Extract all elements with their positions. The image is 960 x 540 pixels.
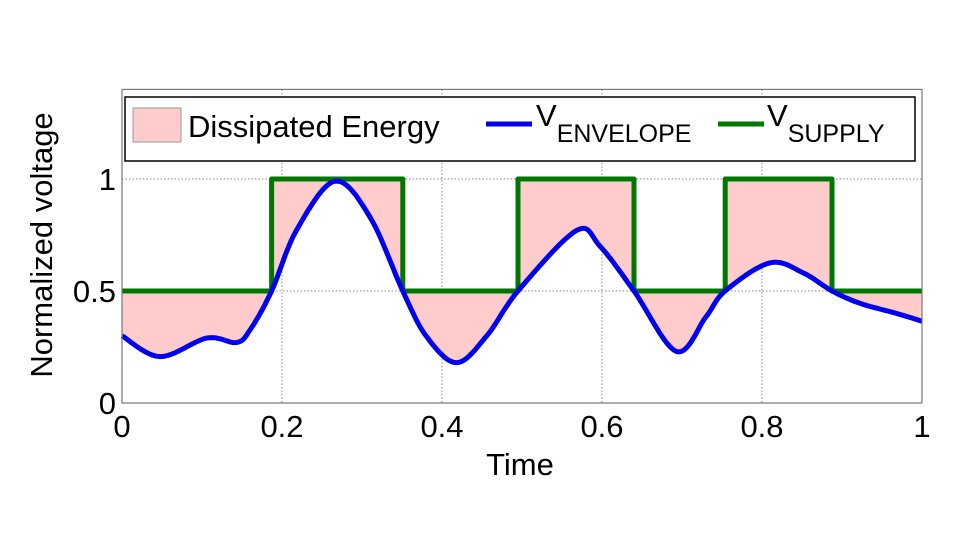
series-v-envelope <box>120 178 924 366</box>
y-tick-label: 0 <box>99 386 116 421</box>
legend-label-supply: VSUPPLY <box>767 98 885 148</box>
x-tick-label: 0.2 <box>260 409 303 444</box>
x-tick-label: 0.6 <box>580 409 623 444</box>
legend-label-dissipated-energy: Dissipated Energy <box>188 109 440 144</box>
x-axis-label: Time <box>486 447 554 482</box>
y-tick-label: 0.5 <box>73 274 116 309</box>
series-v-supply <box>122 176 922 294</box>
y-axis-label: Normalized voltage <box>24 112 59 377</box>
tick-labels: 0 0.2 0.4 0.6 0.8 1 0 0.5 1 <box>73 162 931 444</box>
x-tick-label: 1 <box>913 409 930 444</box>
x-tick-label: 0 <box>113 409 130 444</box>
x-tick-label: 0.8 <box>740 409 783 444</box>
legend-label-envelope: VENVELOPE <box>536 98 691 148</box>
axes-box <box>121 88 923 404</box>
y-tick-label: 1 <box>99 162 116 197</box>
legend: Dissipated Energy VENVELOPE VSUPPLY <box>124 96 916 162</box>
x-tick-label: 0.4 <box>420 409 463 444</box>
legend-patch-dissipated-energy <box>132 107 182 143</box>
dissipated-energy-area <box>122 179 922 363</box>
legend-box <box>124 96 916 162</box>
